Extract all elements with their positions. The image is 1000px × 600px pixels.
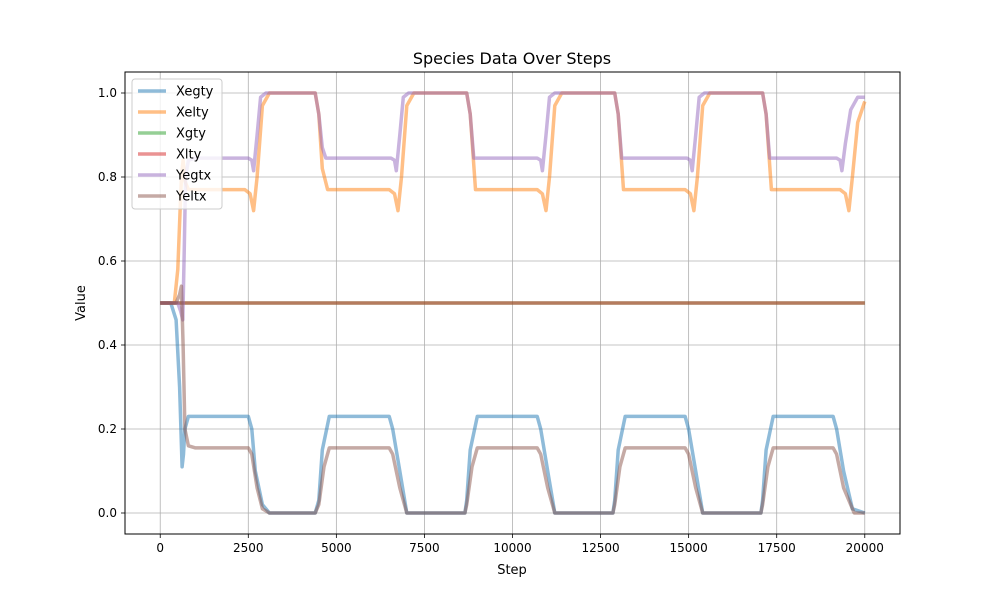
series-line-yeltx: [160, 284, 865, 515]
y-axis-label: Value: [74, 285, 89, 321]
legend-label: Yeltx: [175, 190, 207, 205]
x-tick-label: 7500: [409, 541, 440, 555]
legend-label: Xegty: [176, 85, 214, 100]
legend-label: Yegtx: [175, 169, 212, 184]
x-tick-label: 2500: [233, 541, 264, 555]
x-tick-label: 5000: [321, 541, 352, 555]
y-tick-label: 1.0: [98, 86, 117, 100]
chart-title: Species Data Over Steps: [413, 49, 611, 68]
y-tick-label: 0.4: [98, 338, 117, 352]
series-layer: [160, 91, 867, 515]
y-tick-label: 0.8: [98, 170, 117, 184]
x-axis: 0 2500 5000 7500 10000 12500 15000 17500 20000: [156, 534, 884, 555]
y-tick-label: 0.2: [98, 422, 117, 436]
y-tick-label: 0.0: [98, 506, 117, 520]
x-tick-label: 17500: [758, 541, 796, 555]
series-line-yegtx: [160, 91, 865, 322]
y-tick-label: 0.6: [98, 254, 117, 268]
legend: Xegty Xelty Xgty Xlty Yegtx Yeltx: [131, 78, 223, 210]
x-tick-label: 10000: [493, 541, 531, 555]
x-axis-label: Step: [497, 563, 527, 578]
legend-label: Xelty: [176, 106, 209, 121]
legend-label: Xgty: [176, 127, 206, 142]
legend-label: Xlty: [176, 148, 202, 163]
x-tick-label: 15000: [670, 541, 708, 555]
x-tick-label: 20000: [846, 541, 884, 555]
x-tick-label: 0: [156, 541, 164, 555]
x-tick-label: 12500: [581, 541, 619, 555]
y-axis: 0.0 0.2 0.4 0.6 0.8 1.0: [98, 86, 125, 520]
